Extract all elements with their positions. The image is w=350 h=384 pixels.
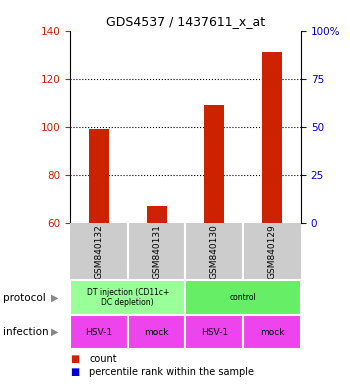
Text: protocol: protocol (4, 293, 46, 303)
Text: GSM840130: GSM840130 (210, 224, 219, 279)
Bar (186, 280, 301, 315)
Bar (128, 315, 186, 349)
Bar (70, 315, 128, 349)
Bar (243, 315, 301, 349)
Bar (70, 280, 186, 315)
Bar (89, 129, 109, 223)
Text: percentile rank within the sample: percentile rank within the sample (89, 367, 254, 377)
Bar (262, 52, 282, 223)
Text: DT injection (CD11c+
DC depletion): DT injection (CD11c+ DC depletion) (86, 288, 169, 307)
Text: HSV-1: HSV-1 (201, 328, 228, 337)
Text: ▶: ▶ (50, 293, 58, 303)
Text: ▶: ▶ (50, 327, 58, 337)
Text: mock: mock (144, 328, 169, 337)
Text: GSM840131: GSM840131 (152, 224, 161, 279)
Text: mock: mock (260, 328, 284, 337)
Bar (204, 105, 224, 223)
Bar (147, 206, 167, 223)
Text: ■: ■ (70, 367, 79, 377)
Text: infection: infection (4, 327, 49, 337)
Text: control: control (230, 293, 257, 302)
Text: GSM840132: GSM840132 (94, 224, 103, 279)
Title: GDS4537 / 1437611_x_at: GDS4537 / 1437611_x_at (106, 15, 265, 28)
Text: count: count (89, 354, 117, 364)
Bar (186, 315, 243, 349)
Text: GSM840129: GSM840129 (268, 224, 276, 279)
Text: HSV-1: HSV-1 (85, 328, 112, 337)
Text: ■: ■ (70, 354, 79, 364)
